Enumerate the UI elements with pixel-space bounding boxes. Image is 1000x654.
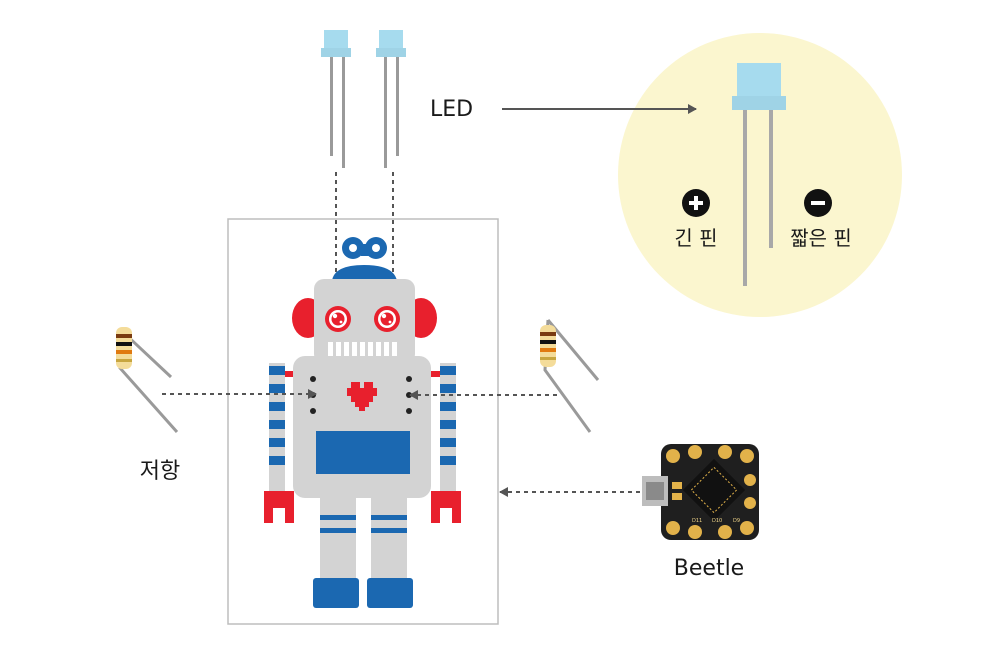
long-pin-lead	[743, 72, 747, 286]
led-right	[376, 30, 406, 168]
resistor-left-body	[116, 327, 132, 369]
right-leg	[367, 497, 413, 608]
left-leg	[313, 497, 359, 608]
pin-d11: D11	[692, 518, 702, 524]
right-arm	[431, 363, 461, 523]
short-pin-label: 짧은 핀	[790, 226, 852, 250]
short-pin-lead	[769, 72, 773, 248]
led-label: LED	[430, 97, 473, 122]
pin-d9: D9	[733, 518, 740, 524]
led-callout: 긴 핀 짧은 핀	[618, 33, 902, 317]
board-chip	[682, 458, 746, 522]
left-foot	[313, 578, 359, 608]
long-pin-label: 긴 핀	[674, 226, 717, 250]
left-eye	[325, 306, 351, 332]
led-lens	[737, 63, 781, 97]
right-eye	[374, 306, 400, 332]
windup-key	[332, 237, 397, 281]
callout-led-icon	[732, 63, 786, 286]
right-hand	[431, 491, 461, 523]
led-left	[321, 30, 351, 168]
heart-icon	[347, 382, 377, 411]
resistor-right-body	[540, 325, 556, 367]
led-left-lens	[324, 30, 348, 50]
belly-panel	[316, 431, 410, 474]
resistor-left	[116, 327, 179, 433]
left-hand	[264, 491, 294, 523]
minus-badge	[804, 189, 832, 217]
resistor-label: 저항	[140, 459, 180, 484]
left-arm	[264, 363, 294, 523]
robot-frame	[227, 218, 499, 625]
right-foot	[367, 578, 413, 608]
beetle-board: D11 D10 D9	[642, 444, 759, 540]
robot	[264, 237, 461, 608]
robot-mouth	[328, 342, 397, 356]
pin-d10: D10	[712, 518, 722, 524]
beetle-label: Beetle	[674, 556, 744, 581]
resistor-right	[540, 319, 600, 433]
led-right-lens	[379, 30, 403, 50]
led-rim	[732, 96, 786, 110]
board-pads	[666, 445, 756, 539]
plus-badge	[682, 189, 710, 217]
